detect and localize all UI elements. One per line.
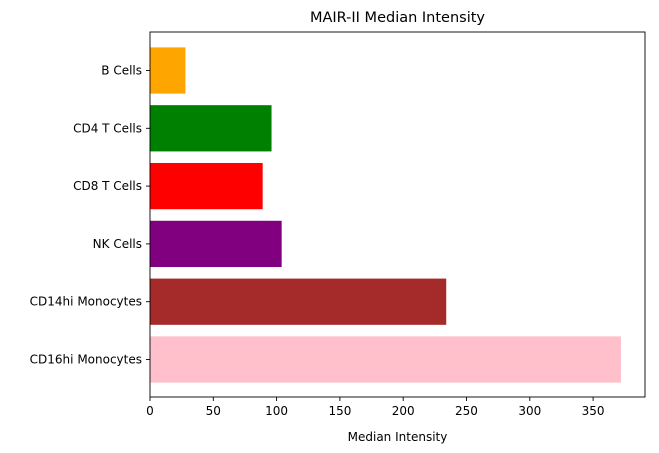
y-tick-label: B Cells xyxy=(101,64,142,78)
x-tick-label: 100 xyxy=(265,404,288,418)
bar-b-cells xyxy=(150,47,186,94)
bar-cd16hi-monocytes xyxy=(150,336,621,383)
y-tick-label: CD14hi Monocytes xyxy=(30,295,142,309)
y-axis-ticks: B Cells CD4 T Cells CD8 T Cells NK Cells CD1… xyxy=(30,64,150,367)
bar-nk-cells xyxy=(150,220,282,268)
bar-cd14hi-monocytes xyxy=(150,278,447,325)
x-tick-label: 200 xyxy=(392,404,415,418)
y-tick-label: CD4 T Cells xyxy=(73,121,142,135)
chart-title: MAIR-II Median Intensity xyxy=(310,10,485,26)
y-tick-label: NK Cells xyxy=(93,237,142,251)
x-tick-label: 350 xyxy=(582,404,605,418)
y-tick-label: CD8 T Cells xyxy=(73,179,142,193)
x-axis-title: Median Intensity xyxy=(348,430,448,444)
x-tick-label: 250 xyxy=(455,404,478,418)
bars-group xyxy=(150,47,621,383)
x-tick-label: 0 xyxy=(146,404,154,418)
plot-frame xyxy=(149,31,646,398)
x-tick-label: 150 xyxy=(328,404,351,418)
x-tick-label: 300 xyxy=(518,404,541,418)
x-tick-label: 50 xyxy=(206,404,221,418)
y-tick-label: CD16hi Monocytes xyxy=(30,353,142,367)
x-axis-ticks: 0 50 100 150 200 250 300 350 xyxy=(146,397,605,418)
bar-cd8-t-cells xyxy=(150,162,263,210)
bar-cd4-t-cells xyxy=(150,105,272,152)
